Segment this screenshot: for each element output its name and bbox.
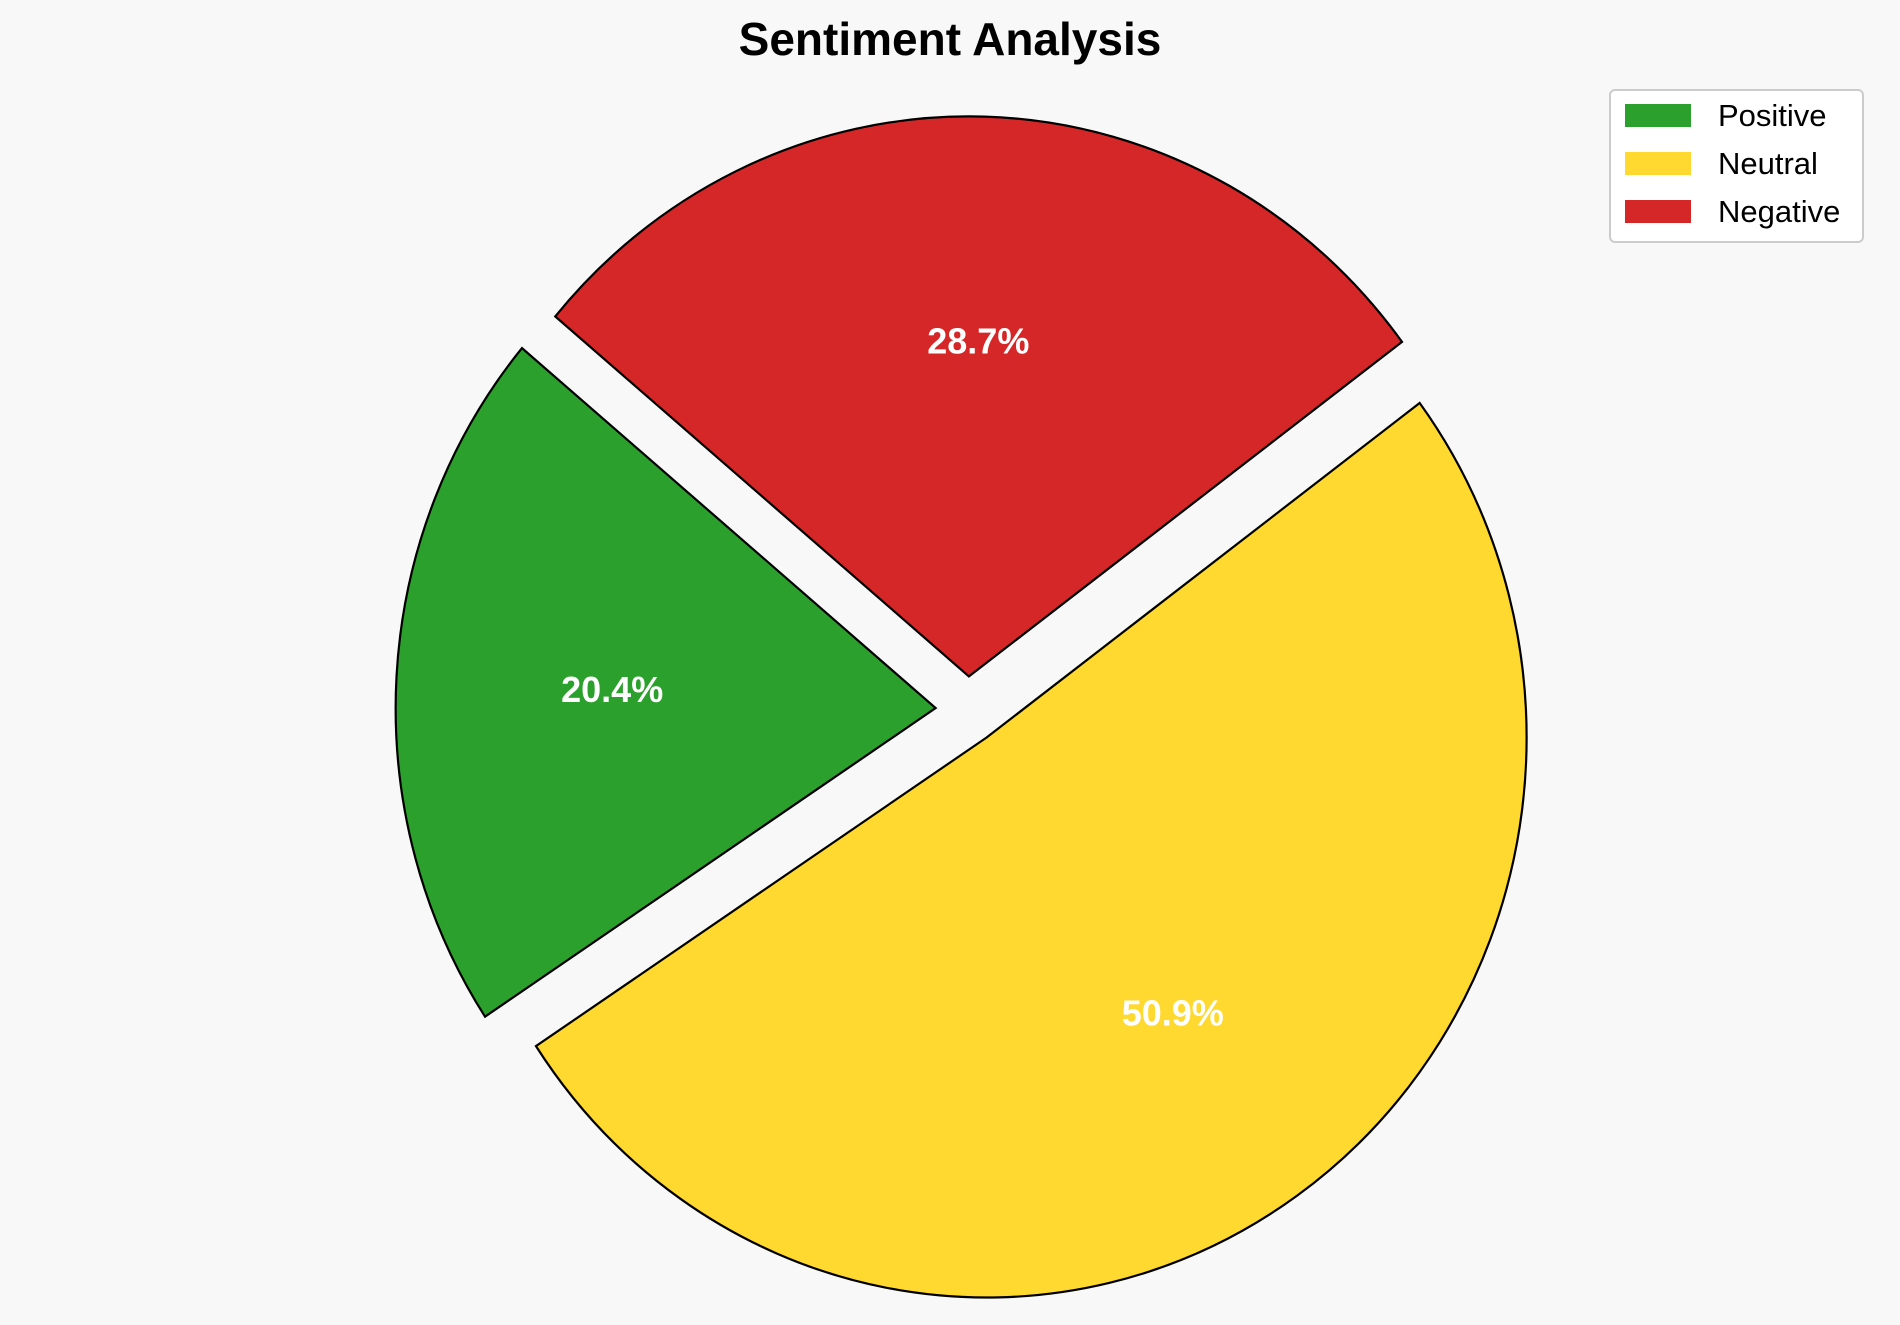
legend-swatch-neutral (1625, 152, 1691, 175)
legend: Positive Neutral Negative (1609, 89, 1864, 243)
legend-swatch-negative (1625, 200, 1691, 223)
chart-title: Sentiment Analysis (739, 13, 1162, 65)
pie-label-negative: 28.7% (927, 321, 1029, 362)
legend-label-neutral: Neutral (1718, 146, 1818, 181)
pie-slice-neutral (534, 401, 1528, 1299)
pie-slice-negative (553, 115, 1404, 678)
legend-swatch-positive (1625, 104, 1691, 127)
legend-label-negative: Negative (1718, 194, 1840, 229)
pie-slices (394, 115, 1528, 1299)
pie-label-positive: 20.4% (561, 669, 663, 710)
legend-label-positive: Positive (1718, 98, 1827, 133)
legend-items: Positive Neutral Negative (1625, 98, 1840, 229)
pie-label-neutral: 50.9% (1122, 993, 1224, 1034)
pie-slice-labels: 20.4% 50.9% 28.7% (561, 321, 1224, 1034)
pie-slice-positive (394, 346, 938, 1019)
